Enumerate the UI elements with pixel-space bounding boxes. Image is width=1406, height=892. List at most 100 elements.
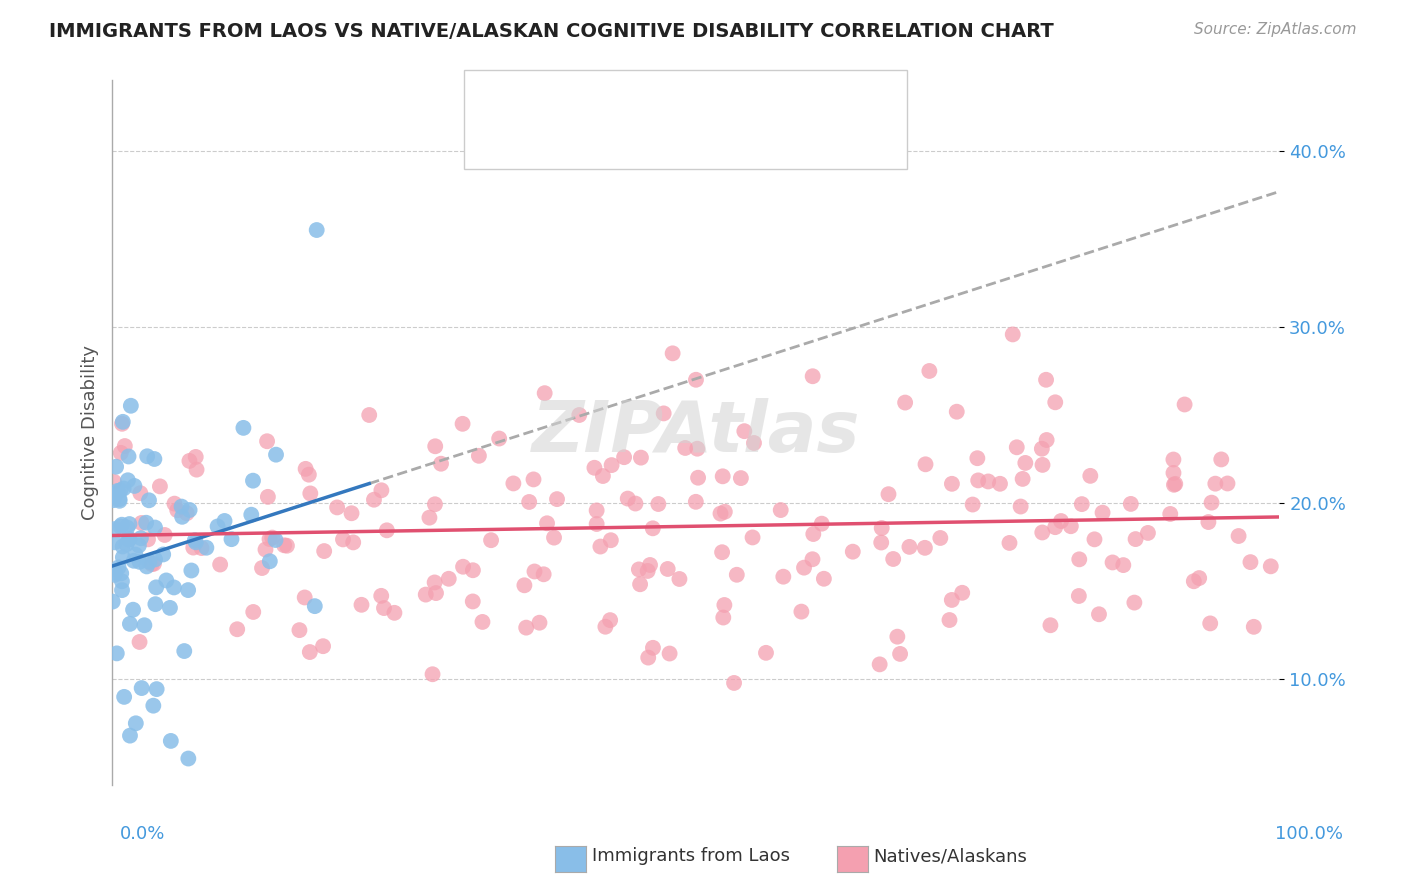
Point: [918, 364, 941, 378]
Point: [641, 640, 664, 655]
Point: [523, 565, 546, 579]
Point: [112, 690, 135, 704]
Point: [451, 559, 474, 574]
Point: [1125, 532, 1147, 546]
Point: [950, 586, 973, 600]
Point: [730, 471, 752, 485]
Point: [1182, 574, 1205, 589]
Point: [1174, 397, 1197, 411]
Text: R = 0.076   N =  74: R = 0.076 N = 74: [516, 78, 692, 95]
Point: [801, 369, 824, 384]
Point: [262, 531, 284, 545]
Point: [160, 734, 183, 748]
Point: [1005, 440, 1028, 454]
Point: [142, 698, 165, 713]
Point: [163, 581, 186, 595]
Point: [1035, 433, 1057, 447]
Point: [898, 540, 921, 554]
Point: [342, 535, 364, 549]
Point: [1163, 452, 1185, 467]
Point: [101, 594, 124, 608]
Point: [173, 644, 195, 658]
Point: [725, 567, 748, 582]
Point: [533, 386, 555, 401]
Point: [938, 613, 960, 627]
Point: [471, 615, 494, 629]
Point: [103, 522, 125, 536]
Y-axis label: Cognitive Disability: Cognitive Disability: [80, 345, 98, 520]
Point: [425, 439, 447, 453]
Point: [1188, 571, 1211, 585]
Point: [592, 469, 614, 483]
Point: [134, 618, 156, 632]
Point: [714, 505, 737, 519]
Point: [111, 550, 134, 565]
Point: [190, 541, 212, 555]
Point: [661, 346, 683, 360]
Point: [536, 516, 558, 531]
Point: [257, 490, 280, 504]
Point: [373, 601, 395, 615]
Point: [616, 491, 638, 506]
Point: [340, 506, 363, 520]
Text: 100.0%: 100.0%: [1275, 825, 1343, 843]
Point: [793, 560, 815, 574]
Point: [685, 373, 707, 387]
Point: [1119, 497, 1142, 511]
Point: [425, 586, 447, 600]
Point: [108, 491, 131, 506]
Point: [769, 503, 792, 517]
Point: [1239, 555, 1261, 569]
Point: [110, 566, 132, 581]
Point: [138, 493, 160, 508]
Point: [882, 552, 904, 566]
Point: [790, 605, 813, 619]
Point: [1211, 452, 1233, 467]
Point: [1204, 476, 1226, 491]
Point: [1159, 507, 1181, 521]
Point: [138, 555, 160, 569]
Point: [326, 500, 349, 515]
Point: [1197, 515, 1219, 529]
Point: [533, 567, 555, 582]
Point: [810, 516, 832, 531]
Point: [711, 545, 734, 559]
Point: [131, 516, 153, 530]
Point: [741, 531, 763, 545]
Point: [135, 516, 157, 530]
Point: [1001, 327, 1024, 342]
Point: [437, 572, 460, 586]
Text: Source: ZipAtlas.com: Source: ZipAtlas.com: [1194, 22, 1357, 37]
Point: [515, 621, 537, 635]
Point: [155, 574, 177, 588]
Point: [111, 540, 134, 554]
Point: [112, 482, 135, 496]
Point: [713, 598, 735, 612]
Point: [214, 514, 236, 528]
Point: [813, 572, 835, 586]
Point: [111, 574, 134, 589]
Point: [423, 497, 446, 511]
Point: [599, 613, 621, 627]
Point: [638, 558, 661, 572]
Point: [145, 682, 167, 697]
Point: [105, 459, 128, 474]
Point: [359, 408, 381, 422]
Point: [600, 458, 623, 472]
Point: [1123, 596, 1146, 610]
Point: [242, 605, 264, 619]
Point: [1031, 442, 1053, 456]
Point: [1031, 458, 1053, 472]
Point: [686, 471, 709, 485]
Point: [962, 498, 984, 512]
Point: [886, 630, 908, 644]
Point: [1011, 472, 1033, 486]
Point: [529, 615, 551, 630]
Point: [488, 432, 510, 446]
Point: [143, 452, 166, 467]
Point: [1010, 500, 1032, 514]
Text: 0.0%: 0.0%: [120, 825, 165, 843]
Point: [125, 716, 148, 731]
Point: [143, 552, 166, 566]
Point: [513, 578, 536, 592]
